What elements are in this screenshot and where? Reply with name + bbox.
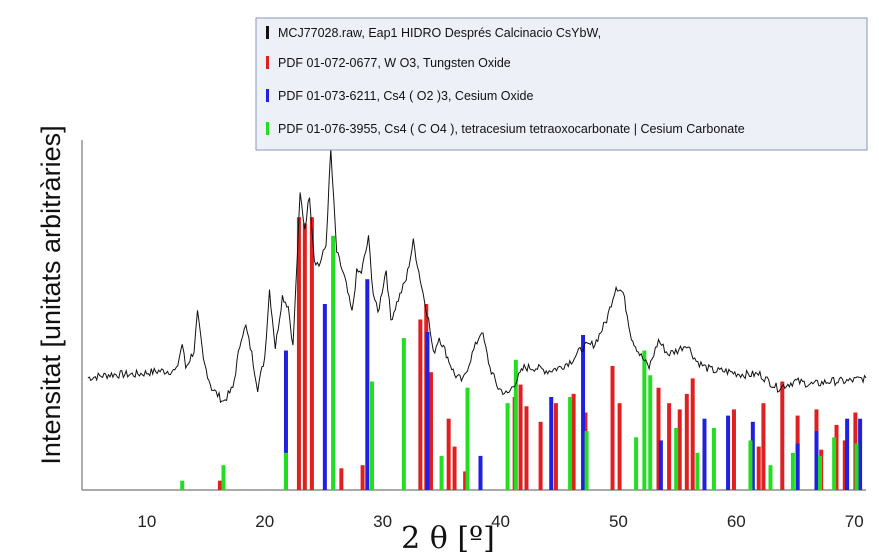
x-tick-labels: 10 20 30 40 50 60 70	[137, 512, 863, 531]
cs4co4-reference-line	[505, 403, 510, 490]
legend-label-pattern: MCJ77028.raw, Eap1 HIDRO Després Calcina…	[278, 26, 601, 40]
cs4co4-reference-line	[221, 465, 226, 490]
diffraction-pattern	[87, 148, 867, 404]
x-tick-label: 40	[491, 512, 510, 531]
wo3-reference-line	[761, 403, 766, 490]
wo3-reference-line	[418, 319, 423, 490]
cs4co4-reference-line	[513, 359, 518, 490]
wo3-reference-line	[684, 393, 689, 490]
cs4co4-reference-line	[370, 381, 375, 490]
wo3-reference-line	[610, 366, 615, 490]
wo3-reference-line	[518, 384, 523, 490]
x-tick-label: 60	[727, 512, 746, 531]
cs4co4-reference-line	[818, 455, 823, 490]
cs4co4-reference-line	[854, 443, 859, 490]
wo3-reference-line	[667, 403, 672, 490]
cs4o6-reference-line	[845, 418, 850, 490]
cs4co4-reference-line	[634, 437, 639, 490]
legend-swatch-pattern	[266, 26, 269, 39]
wo3-reference-line	[731, 409, 736, 490]
cs4co4-reference-line	[832, 437, 837, 490]
x-tick-label: 50	[609, 512, 628, 531]
cs4co4-reference-line	[648, 375, 653, 490]
cs4co4-reference-line	[642, 350, 647, 490]
legend-swatch-cs4co4	[266, 122, 269, 135]
cs4co4-reference-line	[401, 338, 406, 490]
legend-swatch-wo3	[266, 56, 269, 69]
pattern-line	[87, 148, 867, 404]
cs4co4-reference-line	[768, 465, 773, 490]
wo3-reference-line	[524, 406, 529, 490]
wo3-reference-line	[452, 446, 457, 490]
wo3-reference-line	[677, 409, 682, 490]
wo3-reference-line	[538, 421, 543, 490]
x-tick-label: 30	[373, 512, 392, 531]
cs4co4-reference-line	[748, 440, 753, 490]
cs4o6-reference-line	[478, 455, 483, 490]
cs4co4-reference-line	[790, 452, 795, 490]
legend-label-cs4co4: PDF 01-076-3955, Cs4 ( C O4 ), tetracesi…	[278, 122, 745, 136]
cs4co4-reference-line	[465, 387, 470, 490]
wo3-reference-line	[553, 403, 558, 490]
x-tick-label: 70	[845, 512, 864, 531]
cs4o6-reference-line	[795, 443, 800, 490]
wo3-reference-line	[571, 393, 576, 490]
cs4co4-reference-line	[674, 428, 679, 490]
cs4co4-reference-line	[695, 452, 700, 490]
wo3-reference-line	[309, 217, 314, 490]
cs4o6-reference-line	[814, 431, 819, 490]
cs4o6-reference-line	[549, 397, 554, 490]
cs4o6-reference-line	[658, 440, 663, 490]
wo3-reference-line	[217, 480, 222, 490]
wo3-reference-line	[302, 223, 307, 490]
cs4co4-reference-line	[283, 452, 288, 490]
wo3-reference-line	[428, 372, 433, 490]
cs4o6-reference-line	[702, 418, 707, 490]
legend-swatch-cs4o6	[266, 89, 269, 102]
wo3-reference-line	[446, 418, 451, 490]
x-tick-label: 10	[137, 512, 156, 531]
cs4o6-reference-line	[283, 350, 288, 490]
cs4co4-reference-line	[331, 235, 336, 490]
legend-label-wo3: PDF 01-072-0677, W O3, Tungsten Oxide	[278, 56, 511, 70]
x-tick-label: 20	[255, 512, 274, 531]
wo3-reference-line	[756, 446, 761, 490]
x-axis-label: 2 θ [º]	[401, 521, 495, 556]
wo3-reference-line	[834, 424, 839, 490]
wo3-reference-line	[780, 381, 785, 490]
cs4co4-reference-line	[584, 431, 589, 490]
wo3-reference-line	[656, 387, 661, 490]
cs4co4-reference-line	[180, 480, 185, 490]
cs4o6-reference-line	[365, 279, 370, 490]
wo3-reference-line	[690, 378, 695, 490]
wo3-reference-line	[296, 217, 301, 490]
legend-label-cs4o6: PDF 01-073-6211, Cs4 ( O2 )3, Cesium Oxi…	[278, 89, 533, 103]
legend-box	[255, 17, 868, 151]
axes	[81, 140, 866, 491]
cs4co4-reference-line	[568, 397, 573, 490]
cs4o6-reference-line	[581, 335, 586, 490]
wo3-reference-line	[463, 471, 468, 490]
cs4o6-reference-line	[750, 421, 755, 490]
y-axis-label: Intensitat [unitats arbitràries]	[36, 125, 66, 464]
cs4o6-reference-line	[726, 415, 731, 490]
wo3-reference-line	[617, 403, 622, 490]
cs4co4-reference-line	[439, 455, 444, 490]
reference-lines	[180, 217, 863, 490]
cs4o6-reference-line	[425, 331, 430, 490]
wo3-reference-line	[360, 465, 365, 490]
wo3-reference-line	[339, 468, 344, 490]
cs4o6-reference-line	[322, 304, 327, 490]
wo3-reference-line	[842, 440, 847, 490]
cs4o6-reference-line	[858, 418, 863, 490]
legend: MCJ77028.raw, Eap1 HIDRO Després Calcina…	[255, 17, 868, 151]
cs4co4-reference-line	[711, 428, 716, 490]
